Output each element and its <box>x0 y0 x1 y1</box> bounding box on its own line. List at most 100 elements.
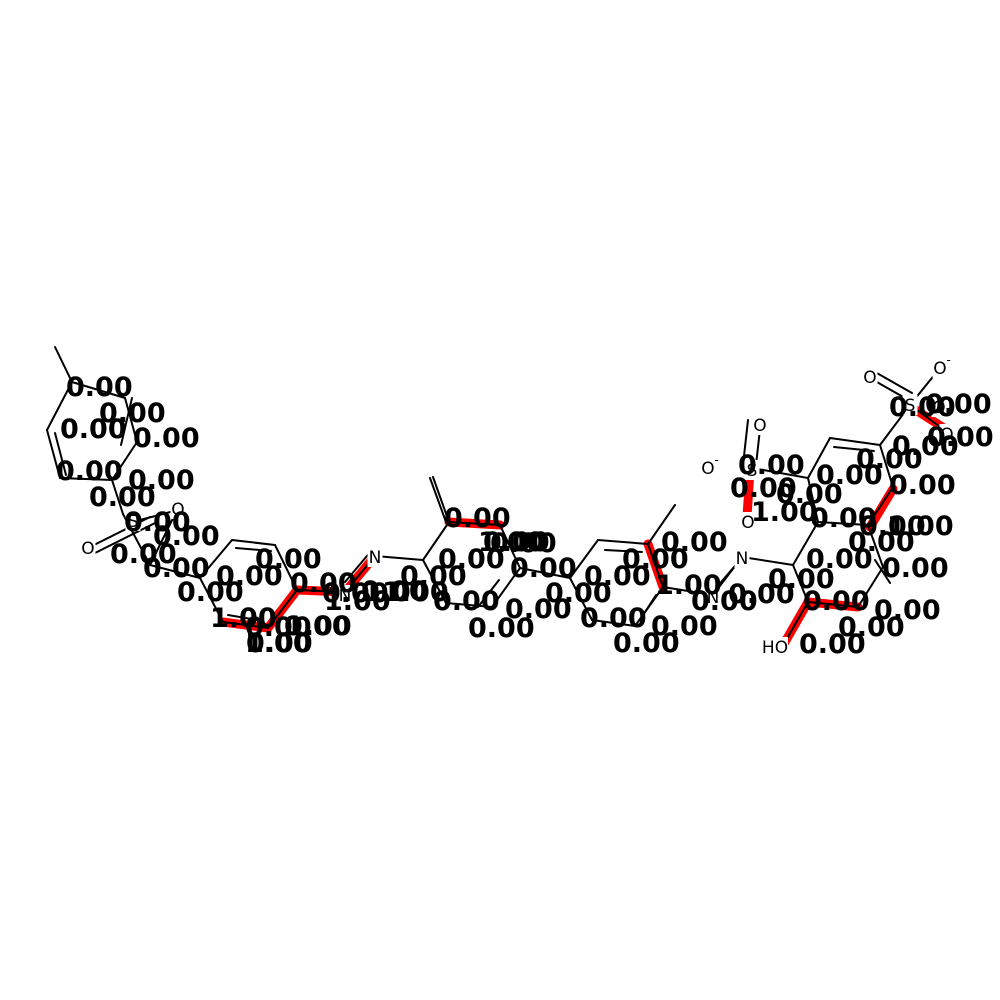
bond <box>751 467 809 479</box>
atom-backdrop <box>80 538 96 558</box>
atom-label-s: S <box>128 512 139 532</box>
atom-backdrop <box>862 367 878 387</box>
bond-value-label: 0.00 <box>925 389 992 420</box>
bond <box>597 539 649 545</box>
bond <box>422 521 450 561</box>
atom-label-o: O <box>940 425 953 445</box>
bond-value-label: 0.00 <box>584 561 651 592</box>
bond <box>54 346 73 383</box>
bond-value-label: 0.00 <box>661 527 728 558</box>
double-bond-line <box>477 579 500 608</box>
bond-value-label: 0.00 <box>124 507 191 538</box>
bond <box>422 559 447 604</box>
atom-label-o: O <box>863 368 876 388</box>
bond-value-label: 0.00 <box>99 398 166 429</box>
bond-value-label: 0.00 <box>290 568 357 599</box>
bond <box>124 397 138 443</box>
atom-backdrop <box>752 415 768 435</box>
bond-value-label: 0.00 <box>859 511 926 542</box>
bond <box>807 601 859 608</box>
atom-charge: - <box>947 353 951 367</box>
atom-label-n: N <box>369 548 382 568</box>
double-bond-line <box>94 522 156 554</box>
bond-value-label: 0.00 <box>927 422 994 453</box>
bond-value-label: 0.00 <box>613 628 680 659</box>
bond-value-label: 0.00 <box>361 576 428 607</box>
bond-value-label: 0.00 <box>889 392 956 423</box>
bond-layer <box>46 346 948 643</box>
bond <box>296 589 346 593</box>
bond <box>792 564 809 603</box>
bond-value-label: 0.00 <box>66 372 133 403</box>
bond-value-label: 0.00 <box>622 544 689 575</box>
atom-label-n: N <box>707 588 720 608</box>
atom-label-ho: HO <box>762 638 788 658</box>
bond-value-label: 0.00 <box>60 414 127 445</box>
double-bond-line <box>874 371 913 394</box>
bond-value-label: 1.00 <box>210 603 277 634</box>
bond-value-label: 0.00 <box>510 553 577 584</box>
bond-value-label: 0.00 <box>806 544 873 575</box>
bond-value-label: 0.00 <box>433 586 500 617</box>
bond-value-label: 1.00 <box>382 577 449 608</box>
atom-backdrop <box>762 637 788 657</box>
atom-label-s: S <box>905 396 916 416</box>
bond-value-label: 1.00 <box>478 527 545 558</box>
bond-value-label: 1.00 <box>363 577 430 608</box>
bond <box>199 577 224 623</box>
double-bond-line <box>604 549 643 553</box>
bond <box>857 566 884 608</box>
bond-value-label: 0.00 <box>400 561 467 592</box>
atom-label-o: O <box>741 513 754 533</box>
double-bond-line <box>54 432 67 476</box>
bond <box>867 486 894 526</box>
double-bond-line <box>235 547 272 552</box>
bond <box>445 602 493 608</box>
atom-backdrop <box>734 548 750 568</box>
bond-value-label: 0.00 <box>246 628 313 659</box>
bond-value-label: 0.00 <box>143 553 210 584</box>
bond-value-label: 1.00 <box>655 570 722 601</box>
highlighted-bond <box>865 484 898 532</box>
atom-backdrop <box>170 499 186 519</box>
bond <box>274 544 298 591</box>
atom-backdrop <box>705 587 721 607</box>
bond <box>792 521 819 566</box>
bond-value-label: 0.00 <box>505 594 572 625</box>
double-bond-line <box>429 477 447 523</box>
bond-value-label: 0.00 <box>580 603 647 634</box>
bond-value-label: 0.00 <box>803 586 870 617</box>
bond <box>71 381 126 399</box>
bond-value-label: 0.00 <box>483 527 550 558</box>
atom-backdrop <box>367 547 383 567</box>
bond <box>807 477 819 523</box>
bond <box>569 577 593 621</box>
bond <box>448 521 501 526</box>
bond-value-label: 0.00 <box>882 553 949 584</box>
bond-value-label: 0.00 <box>89 482 156 513</box>
double-bond-line <box>874 559 891 584</box>
atom-label-n: N <box>736 549 749 569</box>
bond-value-label: 0.00 <box>245 612 312 643</box>
bond <box>111 441 138 481</box>
bond-value-label: 1.00 <box>324 586 391 617</box>
bond-value-label: 0.00 <box>56 456 123 487</box>
bond-value-label: 0.00 <box>438 544 505 575</box>
bond <box>784 601 809 643</box>
atom-charge: - <box>715 453 719 467</box>
atom-label-s: S <box>747 461 758 481</box>
bond <box>222 621 269 629</box>
bond-value-label: 1.00 <box>285 611 352 642</box>
bond <box>591 619 636 627</box>
bond <box>149 564 201 579</box>
bond <box>499 524 521 569</box>
bond <box>491 567 521 608</box>
atom-label-o: O <box>933 359 946 379</box>
bond <box>647 504 676 545</box>
bond-value-label: 0.00 <box>322 578 389 609</box>
bond-value-label: 0.00 <box>738 450 805 481</box>
bond-value-label: 0.00 <box>728 579 795 610</box>
bond-value-label: 0.00 <box>133 423 200 454</box>
double-bond-line <box>639 594 657 621</box>
